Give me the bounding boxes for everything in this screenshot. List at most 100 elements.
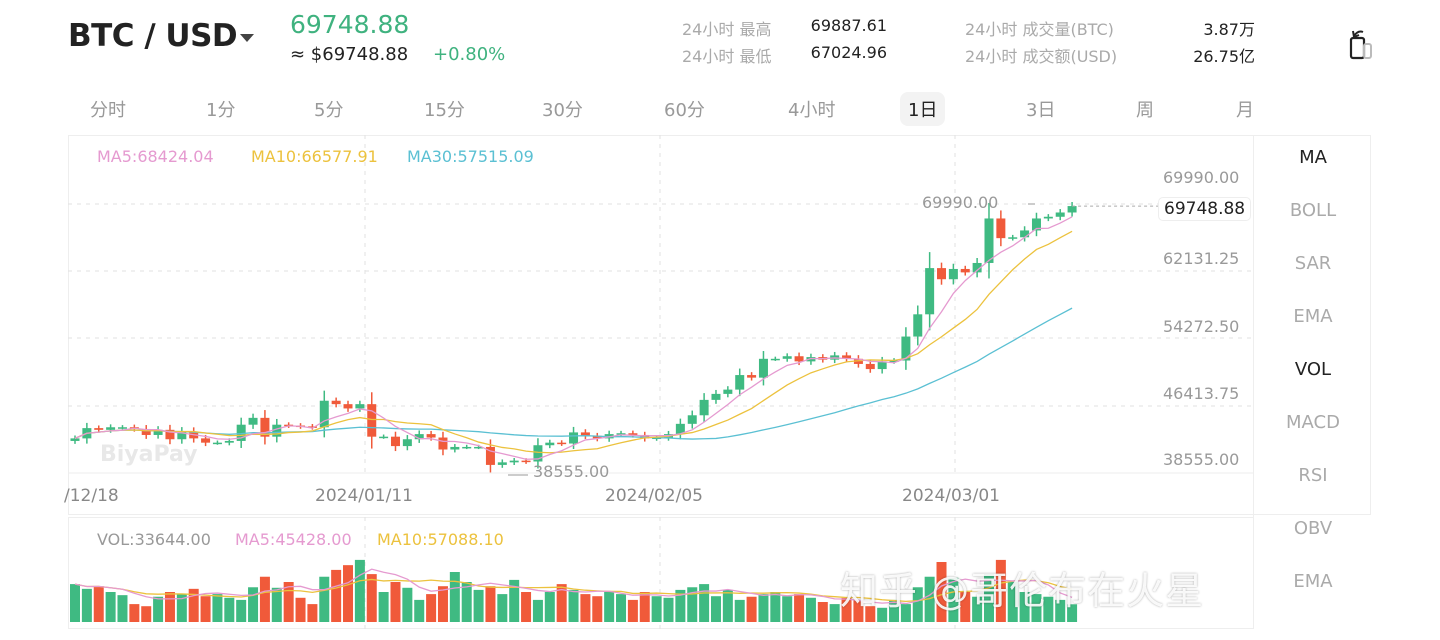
volume-bar (1019, 592, 1030, 622)
current-price-label: 69748.88 (1158, 197, 1252, 221)
candle-body (996, 218, 1006, 239)
tab-1[interactable]: 1分 (206, 100, 236, 121)
indicator-ema[interactable]: EMA (1293, 306, 1333, 327)
candle-body (1043, 216, 1053, 219)
indicator-boll[interactable]: BOLL (1289, 200, 1337, 221)
volume-bar (865, 606, 876, 622)
candle-body (806, 357, 816, 362)
volume-bar (604, 592, 615, 622)
candle-body (355, 404, 365, 409)
candle-body (533, 445, 543, 462)
tab-6[interactable]: 4小时 (788, 100, 836, 121)
volume-bar (758, 594, 769, 622)
volume-bar (283, 582, 294, 622)
volume-bar (734, 599, 745, 622)
volume-bar (544, 592, 555, 622)
volume-bar (568, 589, 579, 622)
candle-body (509, 460, 519, 463)
y-tick: 38555.00 (1163, 450, 1240, 469)
volume-bar (948, 577, 959, 622)
tab-7[interactable]: 1日 (900, 92, 946, 126)
volume-bar (378, 592, 389, 622)
trading-pair-selector[interactable]: BTC / USD (68, 18, 238, 54)
candle-body (687, 415, 697, 424)
candle-body (414, 434, 424, 440)
ma30-line (74, 307, 1073, 440)
volume-bar (248, 587, 259, 622)
tab-2[interactable]: 5分 (314, 100, 344, 121)
y-tick: 46413.75 (1163, 384, 1240, 403)
tab-9[interactable]: 周 (1136, 100, 1154, 121)
candle-body (94, 428, 104, 430)
volume-bar (1043, 596, 1054, 622)
volume-bar (176, 594, 187, 622)
volume-bar (877, 607, 888, 622)
candlestick-chart[interactable] (68, 135, 1253, 515)
tab-10[interactable]: 月 (1236, 100, 1254, 121)
candle-body (426, 434, 436, 438)
indicator-ema[interactable]: EMA (1293, 571, 1333, 592)
volume-bar (473, 589, 484, 622)
volume-chart[interactable] (68, 517, 1253, 629)
rotate-screen-icon[interactable] (1346, 28, 1376, 62)
volume-bar (271, 587, 282, 622)
indicator-rsi[interactable]: RSI (1298, 465, 1328, 486)
candle-body (521, 460, 531, 463)
volume-bar (449, 572, 460, 622)
volume-bar (366, 574, 377, 622)
candle-body (842, 355, 852, 359)
volume-bar (1031, 594, 1042, 622)
stat-value-turnover: 26.75亿 (1193, 47, 1255, 66)
volume-bar (117, 595, 128, 622)
volume-bar (675, 589, 686, 622)
legend-vol-ma5: MA5:45428.00 (235, 530, 352, 549)
volume-bar (972, 596, 983, 622)
volume-bar (924, 576, 935, 622)
volume-bar (995, 559, 1006, 622)
candle-body (711, 393, 721, 400)
volume-bar (200, 596, 211, 622)
volume-bar (93, 586, 104, 622)
biyapay-watermark: BiyaPay (100, 442, 198, 467)
candle-body (165, 429, 175, 440)
candle-body (236, 424, 246, 441)
stat-value-high: 69887.61 (810, 16, 887, 35)
candle-body (747, 375, 757, 378)
indicator-macd[interactable]: MACD (1286, 412, 1340, 433)
volume-bar (746, 596, 757, 622)
volume-bar (70, 584, 80, 622)
candle-body (913, 314, 923, 337)
indicator-sar[interactable]: SAR (1294, 253, 1332, 274)
volume-bar (627, 599, 638, 622)
chevron-down-icon[interactable] (240, 34, 254, 42)
tab-4[interactable]: 30分 (542, 100, 583, 121)
volume-bar (402, 587, 413, 622)
tab-0[interactable]: 分时 (90, 100, 126, 121)
volume-bar (592, 596, 603, 622)
x-tick: 2024/02/05 (605, 486, 703, 506)
price-chart[interactable] (68, 135, 1371, 515)
indicator-ma[interactable]: MA (1299, 147, 1327, 168)
indicator-obv[interactable]: OBV (1293, 518, 1333, 539)
volume-bar (699, 584, 710, 622)
candle-body (272, 424, 282, 437)
tab-5[interactable]: 60分 (664, 100, 705, 121)
candle-body (474, 446, 484, 449)
volume-bar (153, 596, 164, 622)
candle-body (224, 440, 234, 443)
candle-body (628, 433, 638, 435)
candle-body (260, 417, 270, 437)
volume-bar (1067, 604, 1078, 622)
x-tick: 2024/03/01 (902, 486, 1000, 506)
candle-body (141, 428, 151, 435)
volume-bar (105, 592, 116, 622)
candle-body (972, 262, 982, 273)
volume-bar (129, 604, 140, 622)
volume-bar (331, 569, 342, 622)
volume-bar (663, 597, 674, 622)
tab-3[interactable]: 15分 (424, 100, 465, 121)
max-price-label: 69990.00 (922, 193, 999, 212)
tab-8[interactable]: 3日 (1026, 100, 1056, 121)
volume-bar (1055, 599, 1066, 622)
indicator-vol[interactable]: VOL (1294, 359, 1332, 380)
